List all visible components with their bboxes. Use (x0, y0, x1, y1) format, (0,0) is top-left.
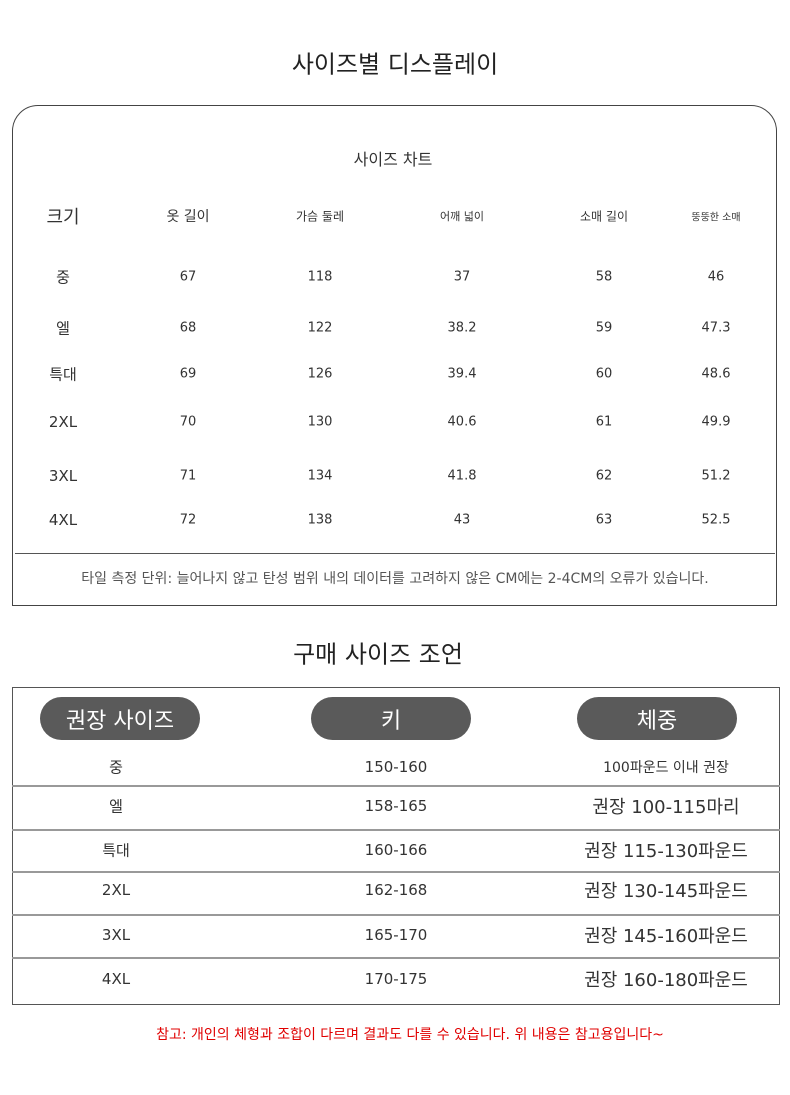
size-chart-cell: 엘 (56, 319, 70, 338)
advice-cell: 권장 160-180파운드 (584, 970, 748, 991)
advice-cell: 중 (109, 758, 123, 777)
row-divider (12, 871, 780, 873)
advice-cell: 권장 145-160파운드 (584, 926, 748, 947)
advice-cell: 4XL (101, 970, 131, 988)
size-chart-cell: 72 (179, 512, 197, 528)
size-chart-header: 가슴 둘레 (296, 209, 344, 224)
size-chart-title: 사이즈 차트 (353, 150, 433, 169)
size-chart-cell: 60 (595, 366, 613, 382)
size-chart-header: 뚱뚱한 소매 (691, 212, 741, 224)
advice-cell: 165-170 (364, 926, 428, 944)
advice-table-box (12, 687, 780, 1005)
size-chart-cell: 2XL (48, 413, 78, 431)
advice-cell: 150-160 (364, 758, 428, 776)
size-chart-cell: 118 (307, 269, 333, 285)
size-chart-cell: 48.6 (701, 366, 731, 382)
size-chart-cell: 특대 (49, 365, 77, 384)
size-chart-cell: 52.5 (701, 512, 731, 528)
display-title: 사이즈별 디스플레이 (291, 50, 499, 79)
advice-header-pill: 체중 (577, 697, 737, 740)
size-chart-header: 어깨 넓이 (440, 210, 484, 223)
size-chart-cell: 69 (179, 366, 197, 382)
advice-cell: 3XL (101, 926, 131, 944)
size-chart-cell: 134 (307, 468, 333, 484)
size-chart-box (12, 105, 777, 606)
advice-cell: 권장 130-145파운드 (584, 881, 748, 902)
size-chart-cell: 59 (595, 320, 613, 336)
size-chart-cell: 122 (307, 320, 333, 336)
size-chart-cell: 71 (179, 468, 197, 484)
size-chart-cell: 58 (595, 269, 613, 285)
size-chart-cell: 중 (56, 268, 70, 287)
reference-note: 참고: 개인의 체형과 조합이 다르며 결과도 다를 수 있습니다. 위 내용은… (156, 1027, 664, 1043)
size-chart-cell: 41.8 (447, 468, 477, 484)
advice-title: 구매 사이즈 조언 (293, 640, 463, 669)
advice-cell: 170-175 (364, 970, 428, 988)
size-chart-header: 소매 길이 (580, 209, 628, 224)
size-chart-cell: 4XL (48, 511, 78, 529)
size-chart-cell: 49.9 (701, 414, 731, 430)
row-divider (12, 914, 780, 916)
size-chart-header: 크기 (46, 207, 80, 228)
size-chart-cell: 38.2 (447, 320, 477, 336)
size-chart-cell: 67 (179, 269, 197, 285)
size-chart-cell: 130 (307, 414, 333, 430)
advice-header-pill: 권장 사이즈 (40, 697, 200, 740)
size-chart-cell: 51.2 (701, 468, 731, 484)
size-chart-cell: 46 (707, 269, 725, 285)
size-chart-cell: 138 (307, 512, 333, 528)
size-chart-cell: 70 (179, 414, 197, 430)
size-chart-cell: 63 (595, 512, 613, 528)
advice-cell: 권장 100-115마리 (592, 797, 740, 818)
size-chart-cell: 3XL (48, 467, 78, 485)
advice-cell: 100파운드 이내 권장 (603, 760, 729, 776)
advice-header-pill: 키 (311, 697, 471, 740)
advice-cell: 160-166 (364, 841, 428, 859)
size-chart-cell: 47.3 (701, 320, 731, 336)
advice-cell: 158-165 (364, 797, 428, 815)
size-chart-header: 옷 길이 (166, 209, 210, 225)
advice-cell: 162-168 (364, 881, 428, 899)
size-chart-cell: 43 (453, 512, 471, 528)
advice-cell: 엘 (109, 797, 123, 816)
size-chart-cell: 68 (179, 320, 197, 336)
size-chart-cell: 37 (453, 269, 471, 285)
size-chart-cell: 40.6 (447, 414, 477, 430)
advice-cell: 특대 (102, 841, 130, 860)
divider (15, 553, 775, 554)
row-divider (12, 785, 780, 787)
row-divider (12, 957, 780, 959)
advice-cell: 권장 115-130파운드 (584, 841, 748, 862)
size-chart-cell: 39.4 (447, 366, 477, 382)
advice-cell: 2XL (101, 881, 131, 899)
size-chart-cell: 62 (595, 468, 613, 484)
size-chart-cell: 61 (595, 414, 613, 430)
row-divider (12, 829, 780, 831)
size-chart-cell: 126 (307, 366, 333, 382)
size-chart-footnote: 타일 측정 단위: 늘어나지 않고 탄성 범위 내의 데이터를 고려하지 않은 … (81, 571, 709, 587)
